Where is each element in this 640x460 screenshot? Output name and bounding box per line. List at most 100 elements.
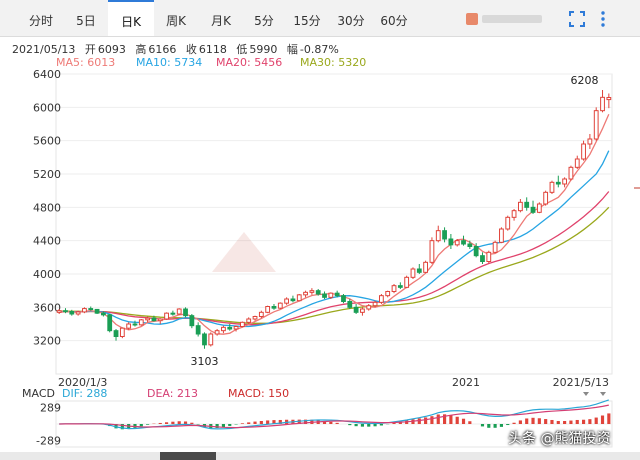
candle-body xyxy=(208,333,214,346)
candle-body xyxy=(94,308,100,314)
tab-15min[interactable]: 15分 xyxy=(293,14,321,28)
candle-body xyxy=(480,255,485,263)
candle-body xyxy=(277,302,283,309)
tab-5day[interactable]: 5日 xyxy=(76,14,96,28)
tab-5min[interactable]: 5分 xyxy=(254,14,274,28)
tab-daily-k[interactable]: 日K xyxy=(108,0,154,36)
candle-body xyxy=(265,306,271,313)
candle-body xyxy=(543,191,549,205)
candle-body xyxy=(511,210,517,218)
info-open: 6093 xyxy=(97,43,126,56)
macd-marker-icon xyxy=(600,392,606,396)
candle-body xyxy=(499,228,504,243)
candle-body xyxy=(309,290,315,293)
ma10-line xyxy=(59,150,610,328)
candle-body xyxy=(176,308,182,315)
macd-tick-label: -289 xyxy=(36,435,61,448)
chart-scrollbar[interactable] xyxy=(0,452,640,460)
candle-body xyxy=(416,268,422,273)
candle-body xyxy=(568,166,574,180)
candle-body xyxy=(164,312,169,320)
info-change-label: 幅 xyxy=(286,43,298,56)
ma20-label: MA20: 5456 xyxy=(216,56,283,69)
candle-body xyxy=(82,308,87,313)
macd-dif-label: DIF: 288 xyxy=(62,387,107,400)
tab-timeshare[interactable]: 分时 xyxy=(28,14,53,28)
candle-body xyxy=(353,306,359,313)
background-watermark-logo xyxy=(212,232,276,272)
macd-tick-label: 289 xyxy=(40,401,61,414)
info-high-label: 高 xyxy=(135,43,147,56)
tab-30min[interactable]: 30分 xyxy=(337,14,365,28)
info-open-label: 开 xyxy=(84,43,96,56)
candle-body xyxy=(284,298,290,304)
candle-body xyxy=(378,295,384,303)
candle-body xyxy=(423,261,429,273)
candle-body xyxy=(315,290,321,295)
candle-body xyxy=(290,298,296,302)
candle-body xyxy=(151,317,157,322)
macd-marker-icon xyxy=(583,392,589,396)
scrollbar-thumb[interactable] xyxy=(160,452,216,460)
candle-body xyxy=(303,291,308,296)
candle-body xyxy=(505,216,511,230)
macd-title: MACD xyxy=(22,387,55,400)
candle-body xyxy=(517,201,523,212)
more-icon[interactable] xyxy=(594,10,612,28)
macd-dea-label: DEA: 213 xyxy=(147,387,198,400)
candle-body xyxy=(549,181,555,193)
candle-body xyxy=(271,306,277,309)
candle-body xyxy=(69,311,75,315)
y-tick-label: 3200 xyxy=(33,335,61,348)
y-tick-label: 6400 xyxy=(33,68,61,81)
candle-body xyxy=(100,312,106,316)
candle-body xyxy=(221,326,226,332)
candle-body xyxy=(227,326,233,330)
expand-icon[interactable] xyxy=(568,10,586,28)
candle-body xyxy=(252,316,258,320)
candle-body xyxy=(88,308,94,311)
dea-line xyxy=(59,404,609,429)
plot-frame xyxy=(55,73,613,375)
candle-body xyxy=(492,241,498,253)
candle-body xyxy=(454,240,460,246)
candle-body xyxy=(606,97,612,101)
candle-body xyxy=(157,318,163,322)
candle-body xyxy=(189,315,195,327)
candle-body xyxy=(448,238,454,246)
candle-body xyxy=(233,326,239,330)
y-tick-label: 4000 xyxy=(33,268,61,281)
x-tick-label: 2020/1/3 xyxy=(58,376,107,389)
candle-body xyxy=(296,294,302,302)
candle-body xyxy=(574,158,580,168)
candle-body xyxy=(258,311,264,318)
candle-body xyxy=(195,325,201,335)
ma30-line xyxy=(59,206,610,324)
period-tab-bar: 分时 5日 日K 周K 月K 5分 15分 30分 60分 xyxy=(0,0,640,37)
candle-body xyxy=(562,178,568,185)
tab-weekly-k[interactable]: 周K xyxy=(166,14,186,28)
min-value-label: 3103 xyxy=(190,355,218,368)
y-tick-label: 3600 xyxy=(33,301,61,314)
tab-monthly-k[interactable]: 月K xyxy=(211,14,231,28)
candle-body xyxy=(467,243,473,247)
candle-body xyxy=(126,323,132,329)
candle-body xyxy=(138,319,144,326)
candle-body xyxy=(334,292,340,297)
candle-body xyxy=(442,230,447,240)
candle-body xyxy=(107,314,113,332)
tab-60min[interactable]: 60分 xyxy=(380,14,408,28)
candle-body xyxy=(385,291,391,297)
candle-body xyxy=(202,333,207,346)
candle-body xyxy=(63,310,68,313)
candle-body xyxy=(341,295,346,302)
y-tick-label: 5600 xyxy=(33,135,61,148)
candle-body xyxy=(600,96,605,112)
candle-body xyxy=(524,201,530,208)
candle-body xyxy=(391,285,397,292)
ohlc-info-row: 2021/05/13 开 6093 高 6166 收 6118 低 5990 幅 -0.8… xyxy=(12,41,345,57)
macd-value-label: MACD: 150 xyxy=(228,387,289,400)
candle-body xyxy=(328,292,334,298)
y-tick-label: 5200 xyxy=(33,168,61,181)
